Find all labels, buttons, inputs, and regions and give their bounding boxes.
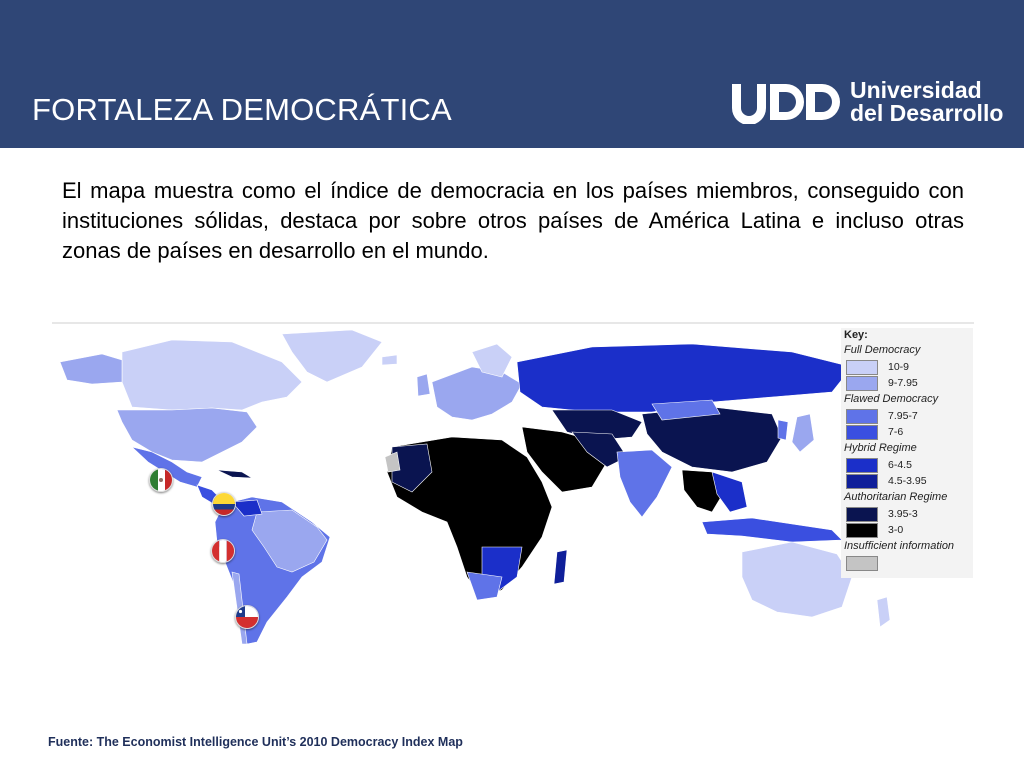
header-bar: FORTALEZA DEMOCRÁTICA Universidad del De…	[0, 0, 1024, 148]
legend-range-label: 9-7.95	[888, 377, 918, 389]
chile-flag-icon	[235, 605, 259, 629]
legend-swatch	[846, 360, 878, 375]
democracy-index-world-map	[52, 322, 974, 645]
legend-range-label: 4.5-3.95	[888, 475, 927, 487]
legend-range-label: 3-0	[888, 524, 904, 536]
legend-range-label: 3.95-3	[888, 508, 918, 520]
logo-line2: del Desarrollo	[850, 100, 1004, 126]
legend-swatch	[846, 556, 878, 571]
legend-range-label: 7-6	[888, 426, 904, 438]
colombia-flag-icon	[212, 492, 236, 516]
legend-swatch	[846, 376, 878, 391]
udd-logo-mark-icon	[732, 84, 840, 124]
legend-group-label: Hybrid Regime	[844, 442, 917, 454]
slide-title: FORTALEZA DEMOCRÁTICA	[32, 92, 452, 127]
legend-swatch	[846, 409, 878, 424]
map-legend: Key: Full Democracy 10-9 9-7.95 Flawed D…	[841, 328, 973, 578]
legend-swatch	[846, 507, 878, 522]
legend-group-label: Insufficient information	[844, 540, 955, 552]
legend-range-label: 10-9	[888, 361, 910, 373]
mexico-flag-icon	[149, 468, 173, 492]
legend-group-label: Authoritarian Regime	[844, 491, 948, 503]
legend-group-label: Flawed Democracy	[844, 393, 939, 405]
legend-swatch	[846, 425, 878, 440]
peru-flag-icon	[211, 539, 235, 563]
udd-logo: Universidad del Desarrollo	[730, 77, 1010, 128]
logo-line1: Universidad	[850, 77, 982, 103]
intro-paragraph: El mapa muestra como el índice de democr…	[62, 178, 964, 263]
legend-swatch	[846, 523, 878, 538]
legend-swatch	[846, 474, 878, 489]
legend-title: Key:	[844, 329, 868, 341]
legend-range-label: 7.95-7	[888, 410, 918, 422]
source-caption: Fuente: The Economist Intelligence Unit’…	[48, 735, 463, 749]
legend-swatch	[846, 458, 878, 473]
legend-range-label: 6-4.5	[888, 459, 912, 471]
legend-group-label: Full Democracy	[844, 344, 921, 356]
